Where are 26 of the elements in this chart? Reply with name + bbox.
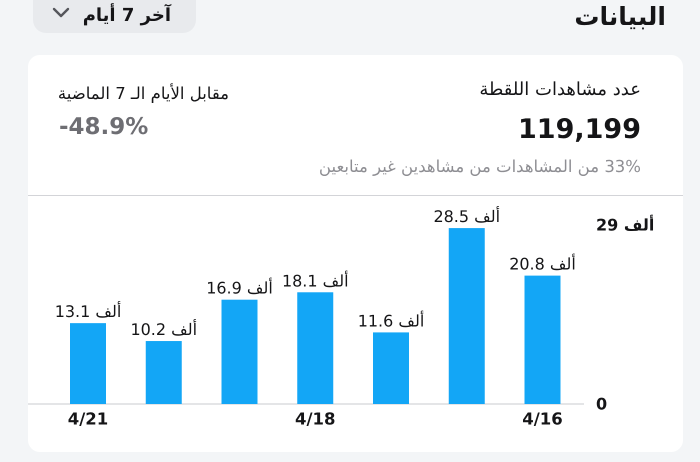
text: 33% من المشاهدات من مشاهدين غير متابعين [318, 157, 641, 177]
text: مقابل الأيام الـ 7 الماضية [58, 84, 229, 104]
bar [524, 276, 560, 404]
data-label: 16.9 ألف [206, 278, 273, 298]
text: آخر 7 أيام [82, 5, 171, 27]
bar [448, 228, 485, 404]
bar [146, 341, 182, 404]
x-tick-label: 4/21 [68, 410, 108, 428]
bar [70, 323, 106, 404]
chart-title: البيانات [574, 2, 666, 32]
text: 119,199 [518, 114, 641, 146]
data-label: 18.1 ألف [282, 270, 349, 290]
data-label: 10.2 ألف [130, 319, 198, 340]
x-tick-label: 4/18 [295, 410, 336, 428]
data-label: 20.8 ألف [509, 254, 576, 274]
data-label: 13.1 ألف [54, 301, 122, 322]
y-tick-label: 29 ألف [596, 214, 654, 234]
y-tick-label: 0 [596, 394, 608, 414]
bar [222, 300, 258, 404]
bar [297, 292, 334, 404]
bar [373, 332, 409, 404]
x-tick-label: 4/16 [522, 410, 563, 428]
data-label: 11.6 ألف [358, 310, 424, 330]
text: -48.9% [59, 114, 148, 142]
text: عدد مشاهدات اللقطة [479, 79, 641, 101]
data-label: 28.5 ألف [433, 206, 500, 226]
